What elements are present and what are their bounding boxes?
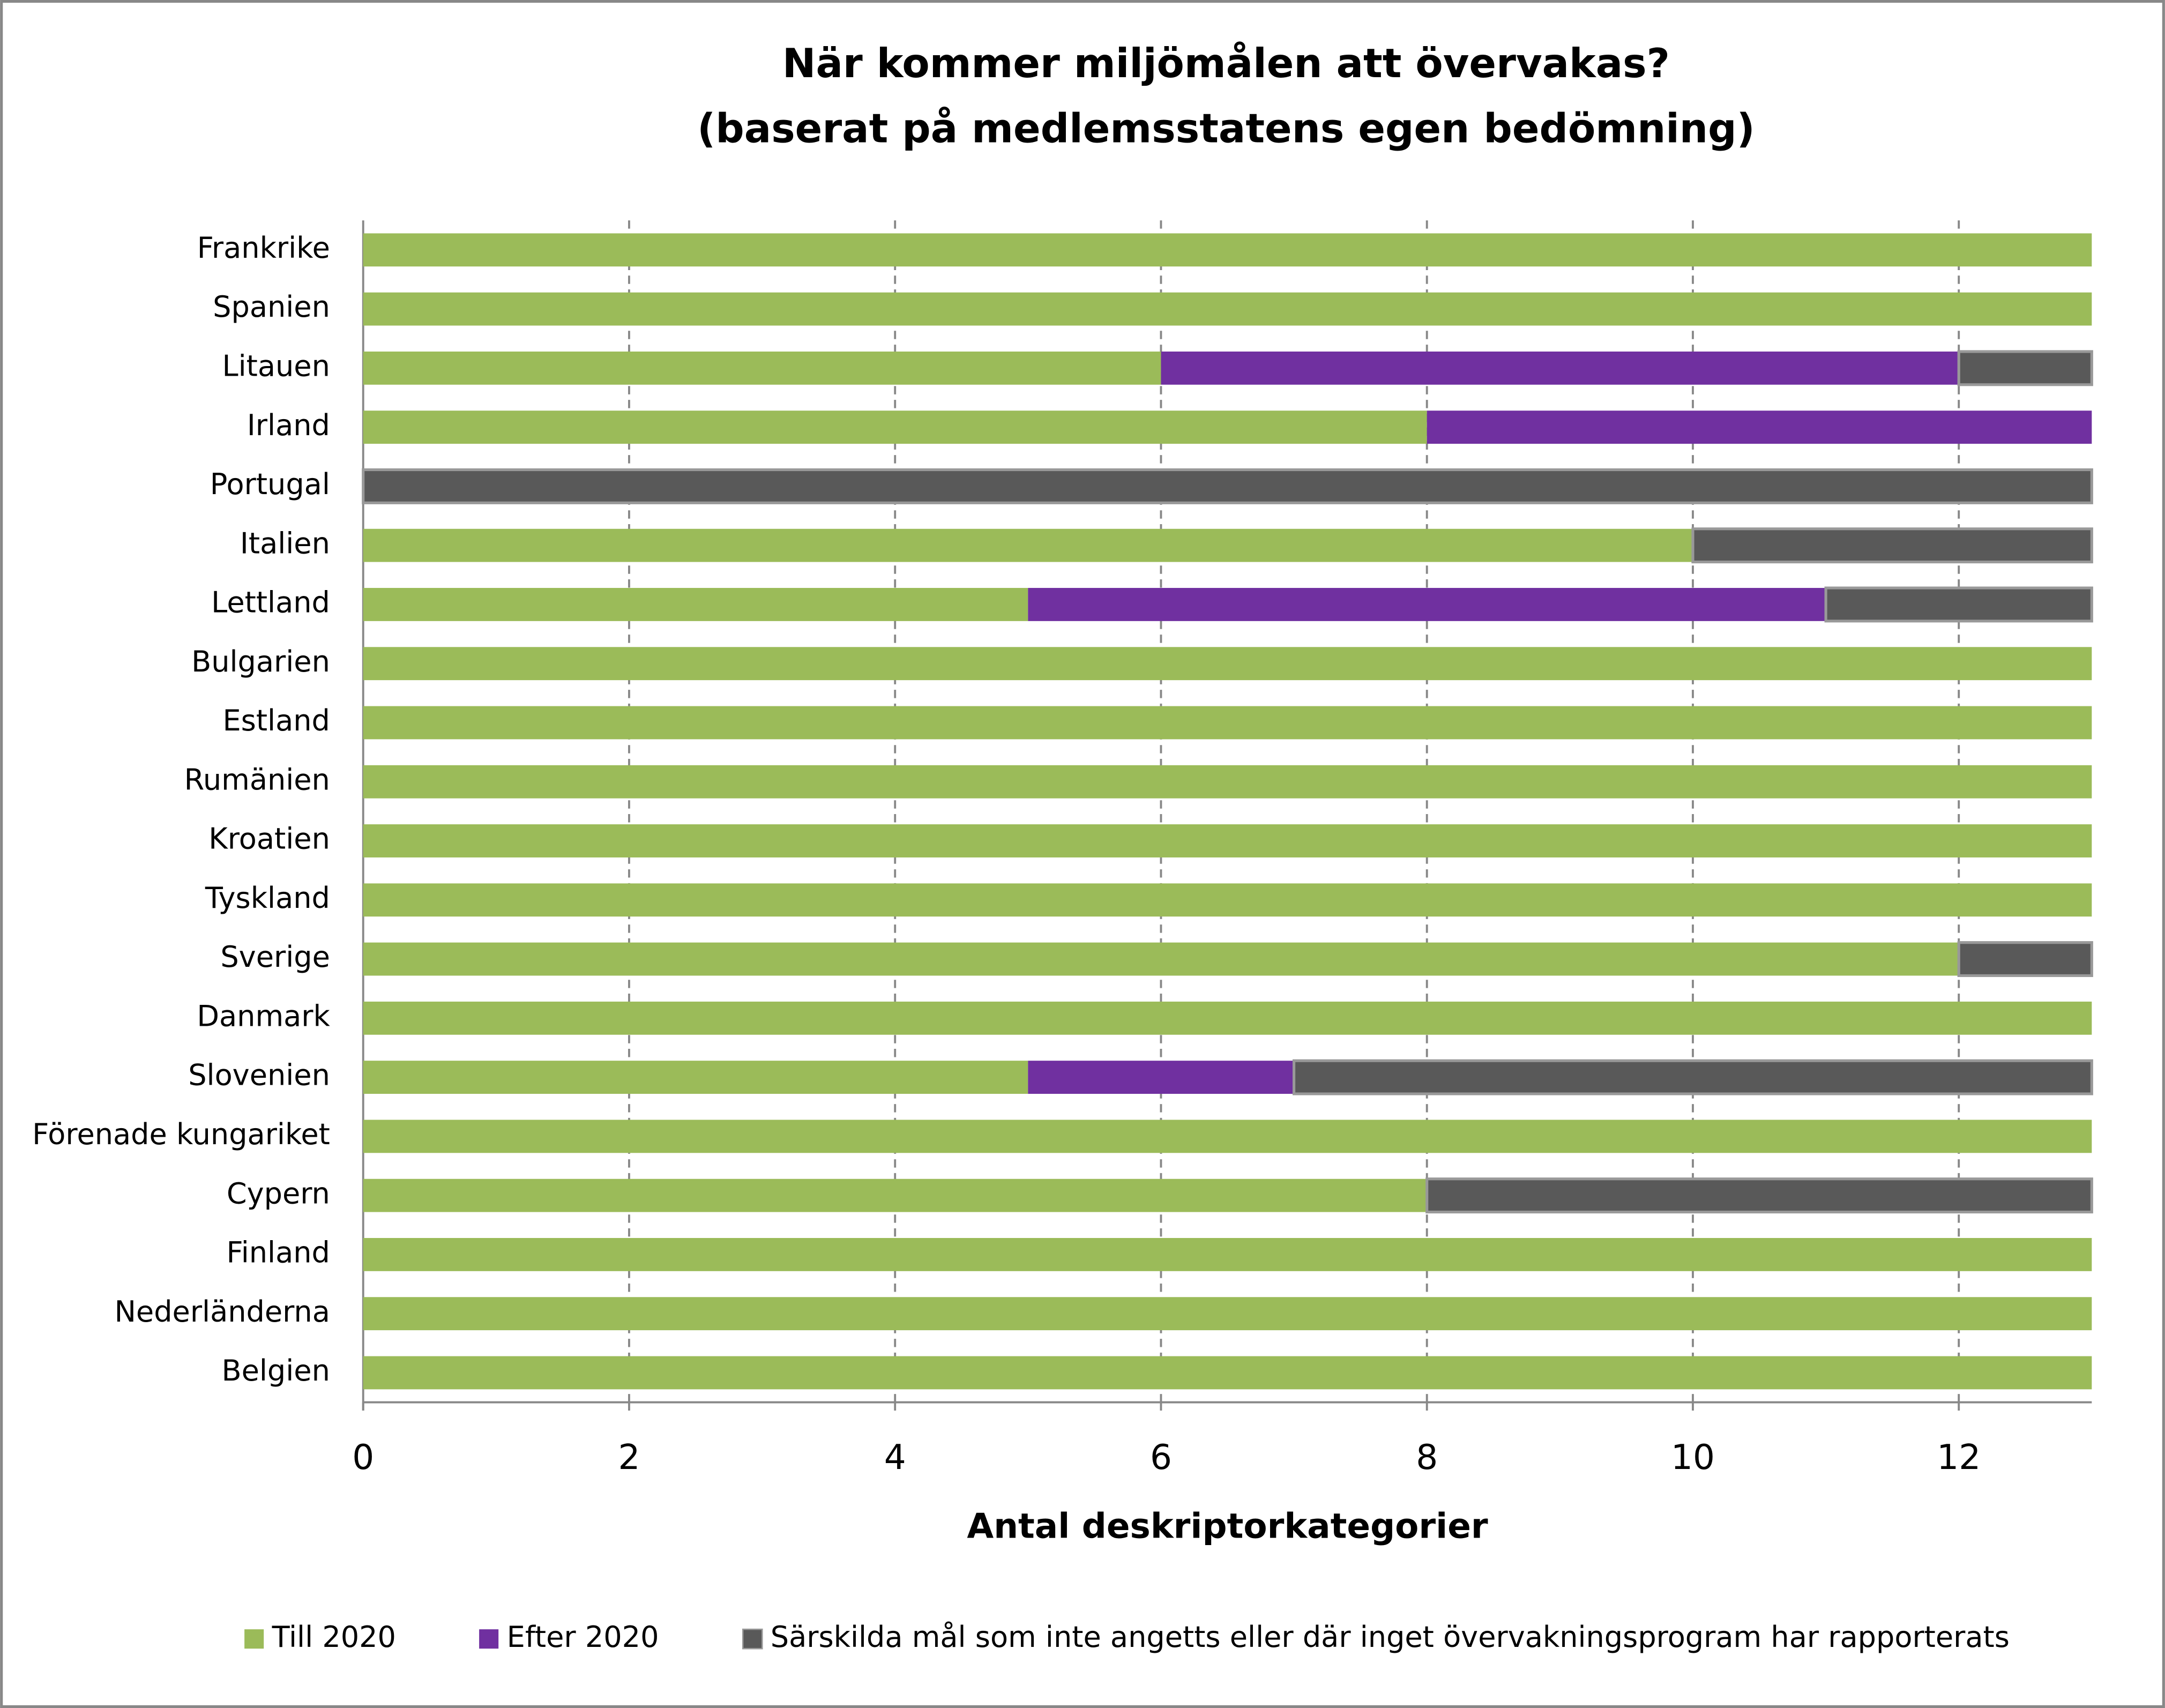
y-tick-label: Spanien [213, 290, 330, 324]
y-tick-label: Sverige [220, 940, 330, 974]
y-tick-label: Slovenien [188, 1058, 330, 1092]
x-tick-label: 2 [618, 1437, 640, 1478]
y-tick-label: Italien [240, 526, 330, 560]
bar-segment [363, 528, 1693, 562]
x-tick-label: 4 [884, 1437, 906, 1478]
bar-segment [1957, 941, 2093, 978]
bar-segment [363, 647, 2092, 681]
y-tick-label: Rumänien [184, 763, 330, 796]
bar-segment [363, 588, 1028, 621]
bar-segment [1425, 1177, 2093, 1214]
y-tick-label: Frankrike [197, 231, 330, 265]
bar-segment [363, 1356, 2092, 1390]
bar-segment [363, 883, 2092, 917]
bar-segment [362, 468, 2093, 504]
bar-segment [1691, 527, 2093, 564]
x-tick-label: 12 [1937, 1437, 1981, 1478]
y-tick-label: Belgien [222, 1354, 330, 1388]
y-tick-label: Förenade kungariket [32, 1117, 330, 1151]
y-tick-label: Estland [222, 704, 330, 737]
chart-title: När kommer miljömålen att övervakas? [782, 40, 1670, 87]
bar-segment [363, 1297, 2092, 1331]
x-axis-title: Antal deskriptorkategorier [967, 1506, 1488, 1547]
y-tick-label: Litauen [222, 349, 330, 383]
bar-segment [363, 1237, 2092, 1271]
bar-segment [363, 824, 2092, 857]
y-tick-label: Danmark [197, 999, 330, 1033]
legend-marker [244, 1629, 264, 1649]
bar-segment [363, 706, 2092, 740]
bar-segment [363, 1061, 1028, 1094]
bar-segment [1824, 586, 2093, 623]
legend-marker [479, 1629, 499, 1649]
y-tick-label: Finland [227, 1236, 330, 1270]
y-tick-label: Nederländerna [114, 1295, 330, 1329]
bar-segment [363, 1001, 2092, 1035]
x-tick-label: 8 [1416, 1437, 1438, 1478]
y-tick-label: Tyskland [205, 881, 330, 915]
y-tick-label: Portugal [210, 467, 330, 501]
bar-segment [363, 233, 2092, 267]
bar-segment [363, 351, 1161, 385]
bar-segment [363, 1179, 1427, 1212]
y-tick-label: Bulgarien [191, 645, 330, 678]
bar-segment [1427, 411, 2092, 444]
x-tick-label: 10 [1671, 1437, 1715, 1478]
y-tick-label: Kroatien [208, 822, 330, 856]
bar-segment [1957, 350, 2093, 386]
bar-segment [363, 942, 1959, 976]
bar-segment [363, 765, 2092, 799]
y-tick-label: Cypern [227, 1176, 330, 1210]
bar-segment [1293, 1059, 2093, 1095]
y-tick-label: Lettland [211, 586, 330, 620]
x-tick-label: 0 [352, 1437, 374, 1478]
bar-segment [363, 292, 2092, 326]
bar-segment [363, 411, 1427, 444]
bar-segment [1028, 1061, 1294, 1094]
x-tick-label: 6 [1150, 1437, 1172, 1478]
chart-title: (baserat på medlemsstatens egen bedömnin… [697, 105, 1755, 152]
legend-label: Till 2020 [272, 1620, 396, 1654]
bar-segment [1028, 588, 1826, 621]
legend-label: Särskilda mål som inte angetts eller där… [771, 1620, 2010, 1654]
legend-marker [742, 1628, 763, 1650]
legend-label: Efter 2020 [507, 1620, 659, 1654]
y-tick-label: Irland [247, 408, 330, 442]
bar-segment [363, 1120, 2092, 1153]
bar-segment [1161, 351, 1959, 385]
